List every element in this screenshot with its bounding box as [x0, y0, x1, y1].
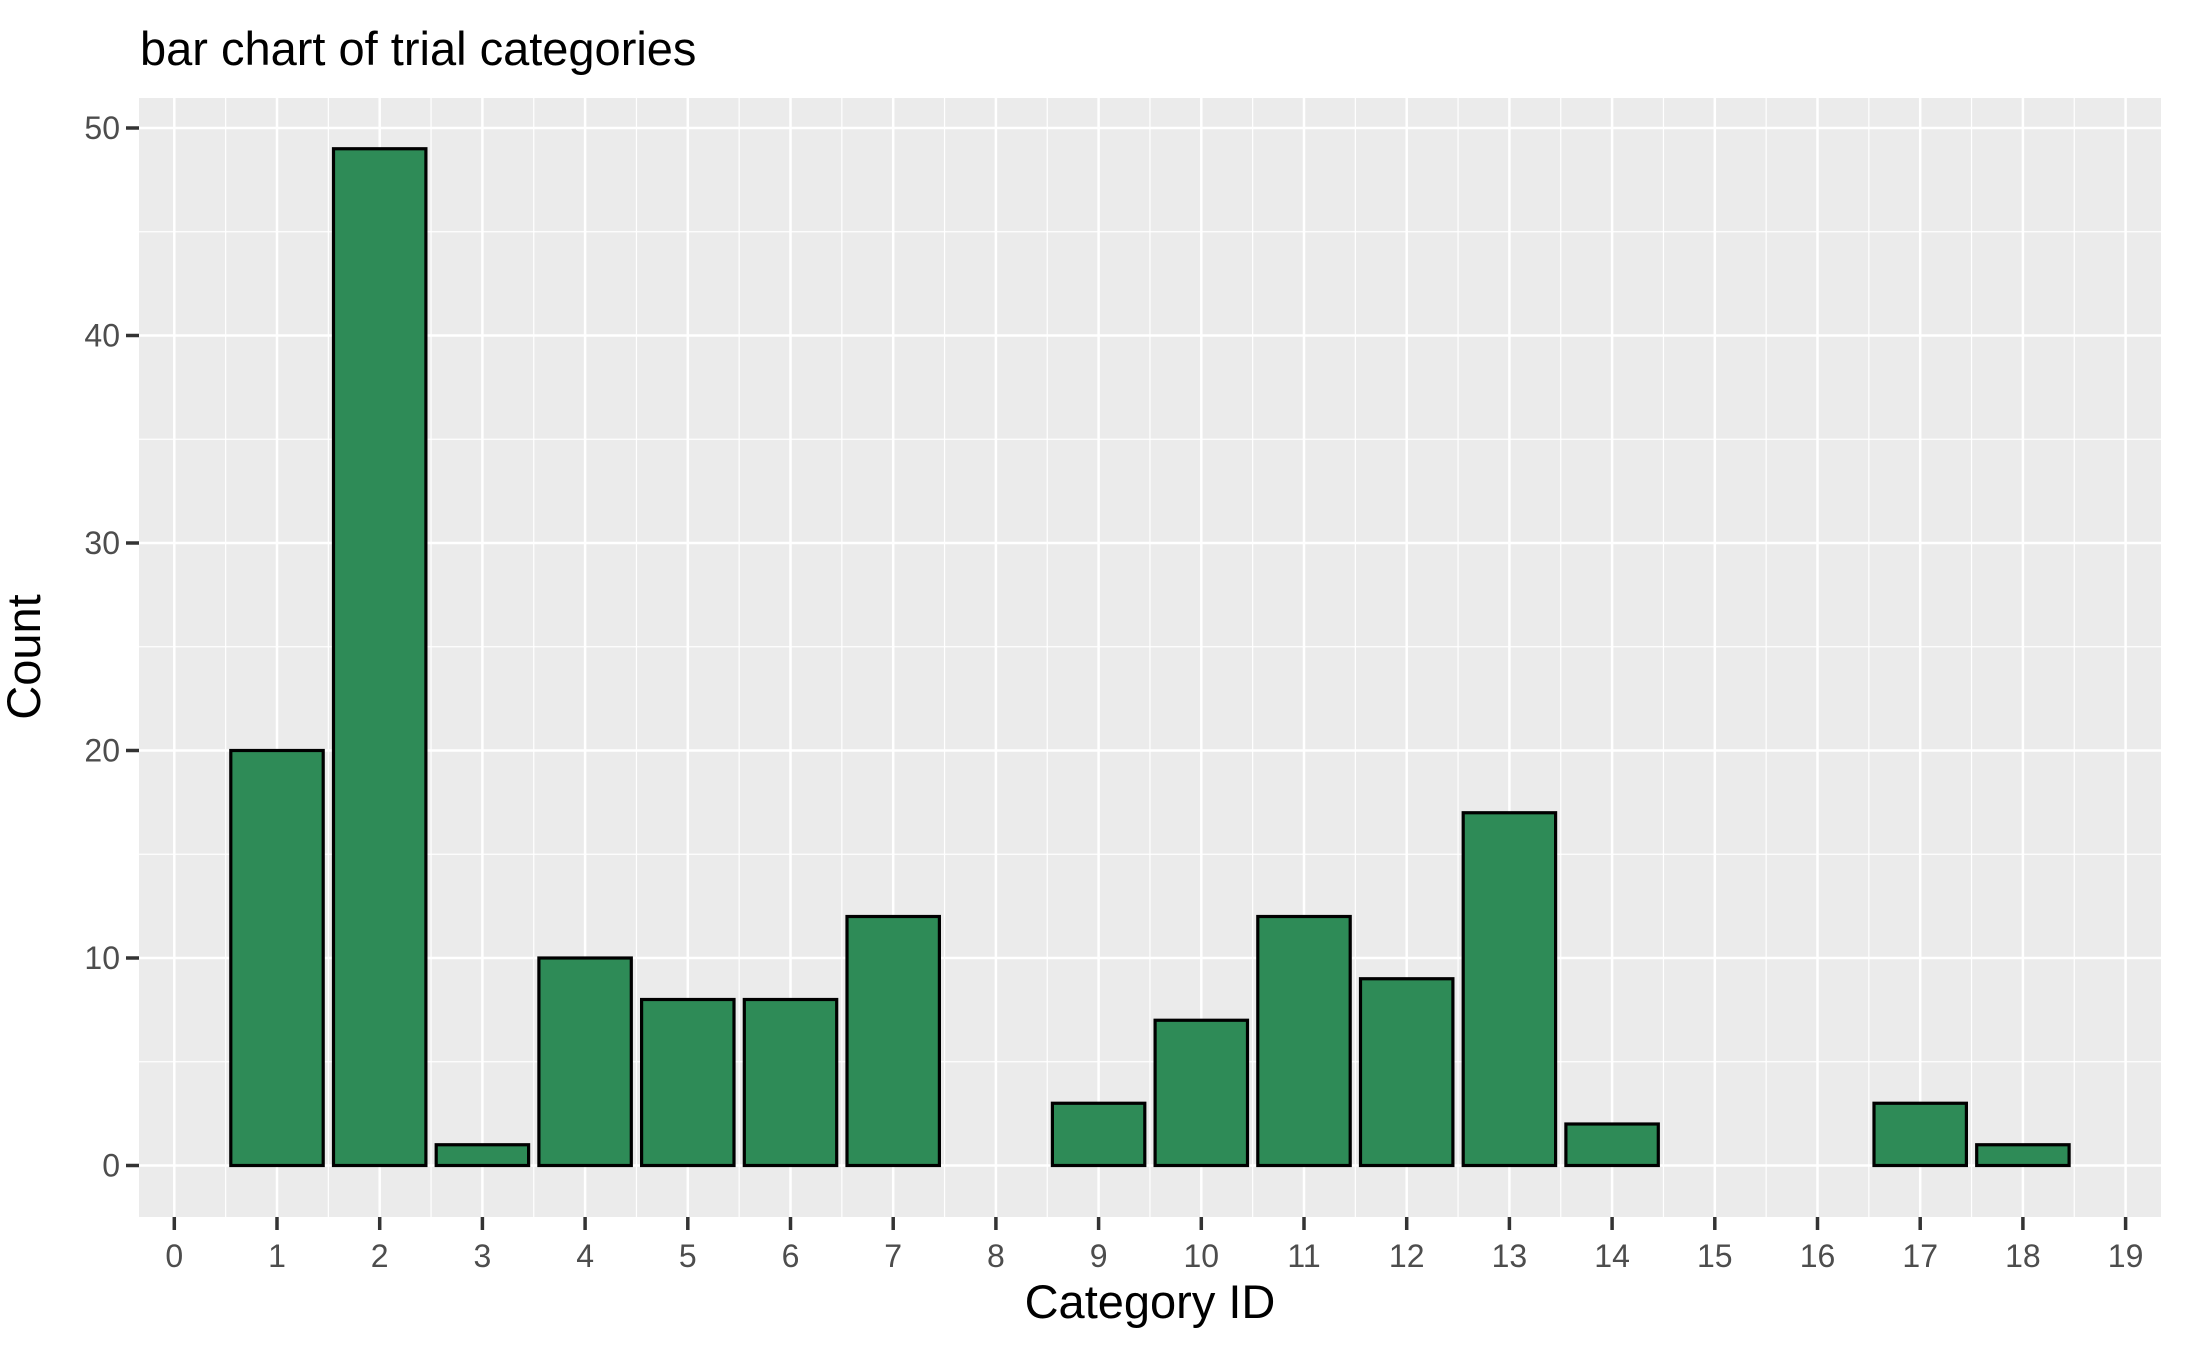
bar-category-7 — [845, 914, 942, 1168]
x-tick-label: 9 — [1090, 1238, 1108, 1274]
bar-category-9 — [1050, 1101, 1147, 1168]
x-tick-label: 11 — [1287, 1238, 1320, 1274]
x-tick-label: 10 — [1184, 1238, 1220, 1274]
bar-category-4 — [537, 956, 633, 1168]
bar-category-13 — [1461, 811, 1558, 1168]
bar-category-3 — [434, 1143, 531, 1168]
x-tick-label: 8 — [987, 1238, 1005, 1274]
bar-category-17 — [1872, 1101, 1969, 1168]
bar-category-11 — [1256, 914, 1352, 1168]
y-tick-label: 50 — [84, 110, 120, 146]
bar-category-5 — [639, 997, 736, 1168]
chart-panel — [139, 98, 2161, 1217]
plot-title: bar chart of trial categories — [140, 22, 696, 75]
bar-category-10 — [1153, 1018, 1250, 1168]
bar-category-6 — [742, 997, 839, 1168]
y-tick-label: 40 — [84, 318, 120, 354]
x-tick-label: 7 — [884, 1238, 902, 1274]
x-tick-label: 1 — [268, 1238, 286, 1274]
y-axis-title: Count — [0, 594, 50, 719]
y-tick-label: 0 — [102, 1148, 120, 1184]
chart-axes: 0 1 2 3 4 5 6 7 8 9 10 11 12 13 14 15 16 17 18 190102030405… — [84, 110, 2143, 1274]
x-tick-label: 6 — [782, 1238, 800, 1274]
x-tick-label: 15 — [1697, 1238, 1733, 1274]
y-tick-label: 10 — [84, 940, 120, 976]
bar-category-1 — [229, 748, 325, 1168]
x-tick-label: 4 — [576, 1238, 594, 1274]
x-tick-label: 2 — [371, 1238, 389, 1274]
x-tick-label: 0 — [165, 1238, 183, 1274]
x-tick-label: 17 — [1902, 1238, 1938, 1274]
x-tick-label: 5 — [679, 1238, 697, 1274]
x-tick-label: 19 — [2108, 1238, 2144, 1274]
bar-category-12 — [1358, 977, 1455, 1168]
y-tick-label: 30 — [84, 525, 120, 561]
x-tick-label: 16 — [1800, 1238, 1836, 1274]
y-tick-label: 20 — [84, 733, 120, 769]
x-tick-label: 13 — [1492, 1238, 1528, 1274]
bar-category-18 — [1975, 1143, 2071, 1168]
x-tick-label: 3 — [474, 1238, 492, 1274]
bar-category-2 — [331, 147, 428, 1168]
x-axis-title: Category ID — [1025, 1275, 1276, 1328]
x-tick-label: 18 — [2005, 1238, 2041, 1274]
bar-category-14 — [1564, 1122, 1660, 1168]
x-tick-label: 12 — [1389, 1238, 1425, 1274]
x-tick-label: 14 — [1594, 1238, 1630, 1274]
